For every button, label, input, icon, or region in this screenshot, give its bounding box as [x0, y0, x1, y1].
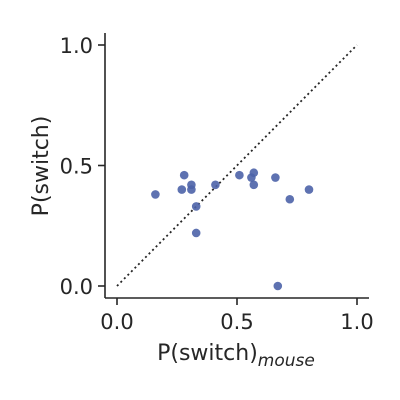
- y-tick-label: 1.0: [60, 34, 93, 58]
- y-tick-label: 0.5: [60, 155, 93, 179]
- data-point: [151, 190, 160, 199]
- reference-line-layer: [116, 44, 358, 287]
- data-point: [211, 180, 220, 190]
- data-point: [249, 168, 259, 178]
- x-tick-label: 0.5: [220, 310, 253, 334]
- identity-reference-line: [116, 44, 358, 287]
- ticks-layer: 0.0 0.5 1.0 0.0 0.5 1.0: [60, 34, 374, 334]
- data-point: [249, 180, 259, 190]
- x-axis-title: P(switch)mouse: [157, 341, 315, 371]
- data-point: [235, 170, 244, 180]
- data-point: [285, 194, 295, 204]
- y-tick-label: 0.0: [60, 275, 93, 299]
- x-tick-label: 1.0: [340, 310, 373, 334]
- data-points-layer: [151, 168, 314, 291]
- y-axis-label: P(switch): [29, 116, 54, 217]
- data-point: [273, 281, 283, 291]
- x-axis-label-subscript: mouse: [258, 351, 315, 371]
- data-point: [191, 202, 201, 211]
- x-tick-label: 0.0: [100, 310, 133, 334]
- data-point: [191, 228, 201, 238]
- data-point: [271, 173, 280, 182]
- x-axis-label: P(switch): [157, 341, 258, 366]
- data-point: [304, 185, 314, 194]
- data-point: [177, 185, 187, 194]
- data-point: [187, 185, 196, 194]
- data-point: [179, 170, 189, 180]
